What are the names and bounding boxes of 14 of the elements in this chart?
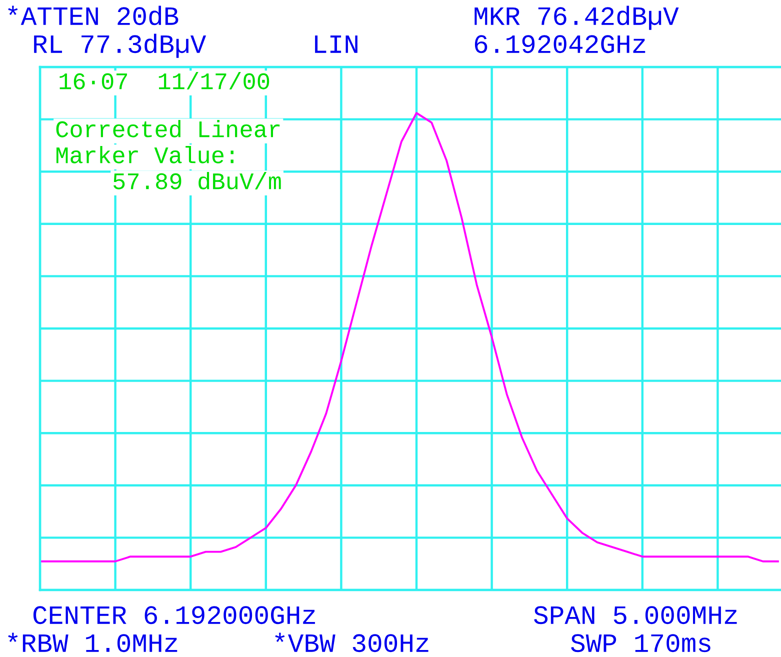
annotation: Marker Value: bbox=[56, 146, 234, 164]
text: SWP 170ms bbox=[571, 634, 710, 652]
text: MKR 76.42dBµV bbox=[474, 6, 679, 30]
text: *ATTEN 20dB bbox=[8, 6, 178, 26]
text: *VBW 300Hz bbox=[275, 632, 428, 652]
text: CENTER 6.192000GHz bbox=[33, 606, 315, 624]
text: LIN bbox=[315, 35, 358, 53]
text: 6.192042GHz bbox=[474, 35, 646, 54]
text: 16·07 11/17/00 bbox=[60, 72, 270, 90]
text: SPAN 5.000MHz bbox=[534, 606, 737, 624]
annotation: 57.89 dBuV/m bbox=[113, 172, 281, 190]
annotation: Corrected Linear bbox=[56, 120, 280, 138]
text: *RBW 1.0MHz bbox=[8, 632, 178, 652]
text: RL 77.3dBµV bbox=[34, 34, 206, 58]
